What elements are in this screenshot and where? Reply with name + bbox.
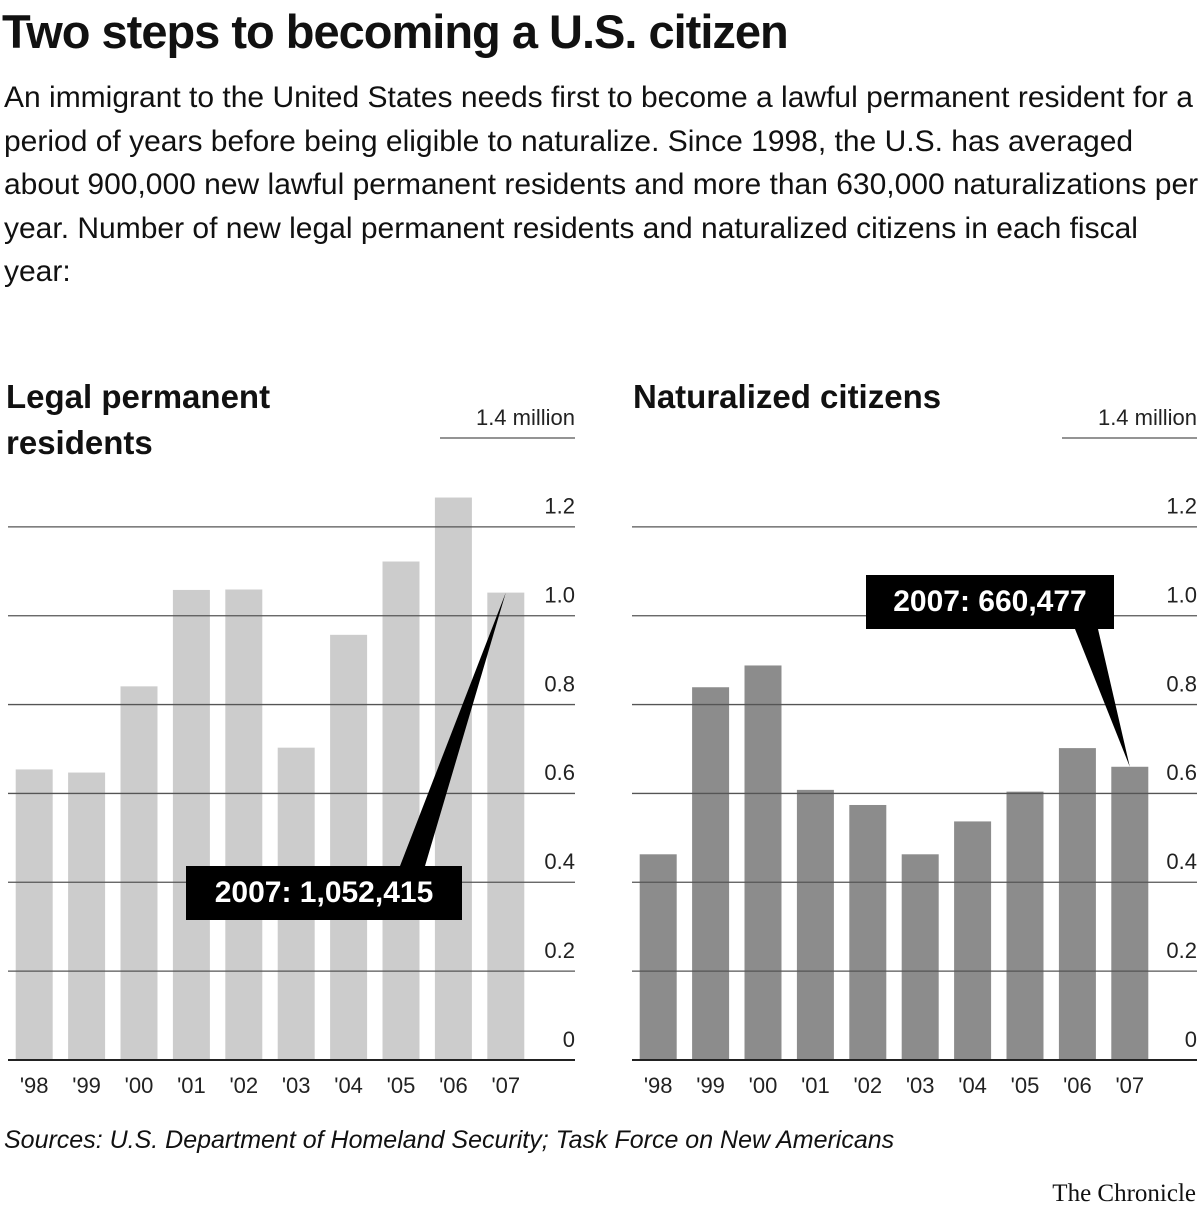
callout-pointer [400,592,506,866]
bar [639,854,677,1060]
bar [120,686,158,1060]
y-tick-label: 1.4 million [1098,405,1197,430]
bar [1006,791,1044,1060]
x-tick-label: '00 [125,1073,154,1098]
bar [849,804,887,1060]
chart-title: Legal permanent residents [6,378,271,461]
x-tick-label: '03 [282,1073,311,1098]
y-tick-label: 0 [563,1027,575,1052]
bar [796,789,834,1060]
annotation: 2007: 1,052,415 [215,876,434,909]
x-tick-label: '98 [644,1073,673,1098]
x-tick-label: '01 [177,1073,206,1098]
x-tick-label: '01 [801,1073,830,1098]
y-tick-label: 0.4 [1166,849,1197,874]
y-tick-label: 1.0 [544,583,575,608]
x-tick-label: '98 [20,1073,49,1098]
y-tick-label: 0.6 [544,760,575,785]
y-tick-label: 1.0 [1166,583,1197,608]
x-tick-label: '03 [906,1073,935,1098]
bar [172,589,210,1060]
callout-pointer [1075,629,1130,767]
y-tick-label: 1.2 [1166,494,1197,519]
x-tick-label: '07 [491,1073,520,1098]
credit: The Chronicle [1052,1180,1196,1207]
bar [15,769,53,1060]
description: An immigrant to the United States needs … [4,81,1199,288]
x-tick-label: '05 [387,1073,416,1098]
x-tick-label: '07 [1115,1073,1144,1098]
bar [692,687,730,1060]
bar [68,772,106,1060]
bar [901,854,939,1060]
x-tick-label: '04 [334,1073,363,1098]
x-tick-label: '00 [749,1073,778,1098]
callout-box [186,866,462,920]
x-tick-label: '02 [853,1073,882,1098]
bar [954,821,992,1060]
annotation: 2007: 660,477 [893,585,1087,618]
bar [1058,748,1096,1060]
bar [1111,766,1149,1060]
bar [744,665,782,1060]
y-tick-label: 0.6 [1166,760,1197,785]
x-tick-label: '04 [958,1073,987,1098]
y-tick-label: 0.2 [544,938,575,963]
y-tick-label: 0.4 [544,849,575,874]
x-tick-label: '06 [1063,1073,1092,1098]
bar [487,592,525,1060]
x-tick-label: '02 [229,1073,258,1098]
bar [225,589,263,1060]
x-tick-label: '05 [1011,1073,1040,1098]
y-tick-label: 0.8 [1166,671,1197,696]
y-tick-label: 1.2 [544,494,575,519]
y-tick-label: 1.4 million [476,405,575,430]
page-title: Two steps to becoming a U.S. citizen [2,5,789,58]
bar [330,634,368,1060]
source: Sources: U.S. Department of Homeland Sec… [4,1126,895,1154]
bar [382,561,420,1060]
y-tick-label: 0.8 [544,671,575,696]
y-tick-label: 0 [1185,1027,1197,1052]
chart-title: Naturalized citizens [633,378,942,415]
y-tick-label: 0.2 [1166,938,1197,963]
x-tick-label: '99 [696,1073,725,1098]
x-tick-label: '99 [72,1073,101,1098]
x-tick-label: '06 [439,1073,468,1098]
callout-box [866,575,1114,629]
